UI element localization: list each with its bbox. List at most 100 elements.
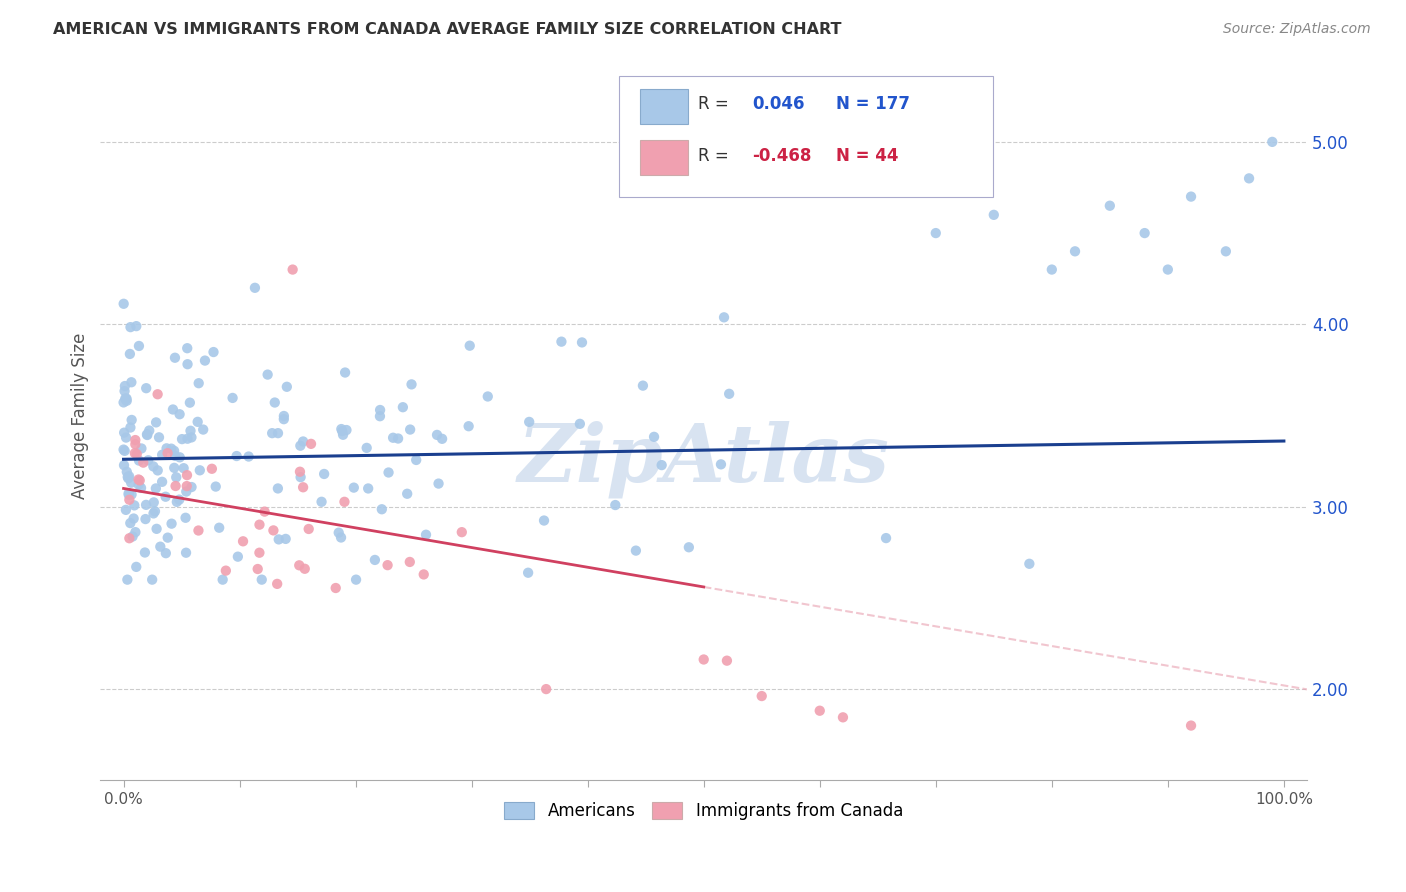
- Point: [115, 393, 138, 408]
- Point: [112, 297, 135, 311]
- Point: [263, 395, 285, 409]
- Point: [136, 428, 159, 442]
- Point: [314, 467, 336, 481]
- Point: [134, 545, 156, 559]
- Point: [718, 386, 741, 401]
- Point: [112, 458, 135, 473]
- Point: [678, 541, 700, 555]
- Point: [115, 431, 138, 445]
- Point: [1215, 244, 1237, 259]
- Point: [135, 498, 157, 512]
- Point: [330, 422, 353, 436]
- Point: [1133, 226, 1156, 240]
- Point: [382, 431, 405, 445]
- Point: [571, 335, 593, 350]
- Point: [457, 419, 479, 434]
- Point: [398, 555, 420, 569]
- Point: [298, 522, 321, 536]
- Point: [267, 426, 290, 441]
- Point: [142, 507, 165, 521]
- Point: [120, 320, 142, 334]
- Point: [333, 366, 356, 380]
- Point: [150, 448, 173, 462]
- Point: [120, 475, 142, 490]
- Point: [250, 573, 273, 587]
- Point: [1180, 718, 1202, 732]
- Point: [114, 443, 136, 458]
- Point: [299, 437, 322, 451]
- Point: [288, 558, 311, 573]
- Point: [118, 488, 141, 502]
- Point: [125, 560, 148, 574]
- Point: [120, 516, 142, 530]
- Point: [202, 345, 225, 359]
- Point: [221, 391, 243, 405]
- Point: [117, 471, 139, 485]
- Point: [290, 439, 312, 453]
- Point: [114, 392, 136, 406]
- Point: [832, 710, 855, 724]
- Text: Source: ZipAtlas.com: Source: ZipAtlas.com: [1223, 22, 1371, 37]
- FancyBboxPatch shape: [619, 76, 993, 196]
- Point: [716, 654, 738, 668]
- Point: [643, 430, 665, 444]
- Point: [274, 532, 297, 546]
- Point: [693, 652, 716, 666]
- Point: [115, 392, 138, 407]
- Point: [122, 511, 145, 525]
- Point: [187, 415, 209, 429]
- Point: [135, 381, 157, 395]
- Point: [128, 473, 150, 487]
- Point: [115, 503, 138, 517]
- Point: [550, 334, 572, 349]
- Point: [368, 409, 391, 424]
- Point: [925, 226, 948, 240]
- Point: [118, 531, 141, 545]
- Point: [253, 505, 276, 519]
- FancyBboxPatch shape: [640, 140, 688, 175]
- Point: [149, 540, 172, 554]
- Point: [1237, 171, 1260, 186]
- Point: [163, 351, 186, 365]
- Point: [273, 412, 295, 426]
- Point: [332, 427, 354, 442]
- Point: [343, 481, 366, 495]
- Point: [458, 339, 481, 353]
- Point: [112, 442, 135, 457]
- Point: [605, 498, 627, 512]
- Point: [150, 475, 173, 489]
- Point: [121, 529, 143, 543]
- Point: [165, 479, 187, 493]
- Point: [115, 392, 138, 406]
- Point: [330, 424, 353, 438]
- Point: [155, 442, 177, 456]
- Point: [357, 482, 380, 496]
- Point: [124, 525, 146, 540]
- Point: [330, 531, 353, 545]
- Point: [118, 347, 141, 361]
- Point: [180, 480, 202, 494]
- Point: [249, 517, 271, 532]
- Point: [124, 437, 146, 451]
- Point: [568, 417, 591, 431]
- Point: [128, 477, 150, 491]
- Point: [128, 339, 150, 353]
- Point: [294, 562, 316, 576]
- Point: [173, 461, 195, 475]
- Point: [401, 377, 423, 392]
- Point: [204, 479, 226, 493]
- Point: [121, 413, 143, 427]
- Point: [292, 480, 315, 494]
- Point: [427, 476, 450, 491]
- Point: [377, 558, 399, 573]
- Point: [180, 430, 202, 444]
- Point: [124, 499, 146, 513]
- Point: [710, 458, 733, 472]
- Point: [145, 416, 167, 430]
- Point: [392, 401, 415, 415]
- Point: [226, 549, 249, 564]
- Point: [215, 564, 238, 578]
- Point: [170, 432, 193, 446]
- Point: [412, 567, 434, 582]
- Point: [142, 495, 165, 509]
